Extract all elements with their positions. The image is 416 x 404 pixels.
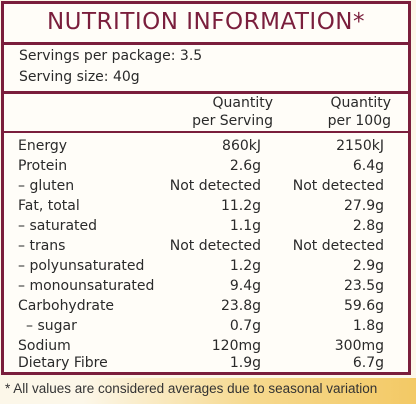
header-per-serving-line2: per Serving	[192, 113, 273, 129]
nutrient-label: – trans	[18, 238, 66, 254]
per-serving-value: 23.8g	[220, 298, 261, 314]
per-serving-value: Not detected	[169, 178, 261, 194]
nutrient-label: – monounsaturated	[18, 278, 155, 294]
table-row: – saturated 1.1g 2.8g	[4, 218, 408, 238]
nutrition-panel: NUTRITION INFORMATION* Servings per pack…	[1, 1, 411, 375]
table-row: Protein 2.6g 6.4g	[4, 158, 408, 178]
per-100g-value: 23.5g	[343, 278, 384, 294]
servings-per-package: Servings per package: 3.5	[19, 48, 203, 64]
header-per-serving-line1: Quantity	[212, 95, 274, 111]
table-row: – polyunsaturated 1.2g 2.9g	[4, 258, 408, 278]
per-100g-value: 2.8g	[352, 218, 384, 234]
nutrient-label: – saturated	[18, 218, 98, 234]
per-100g-value: 59.6g	[343, 298, 384, 314]
per-100g-value: 6.7g	[352, 355, 384, 371]
per-serving-value: 11.2g	[220, 198, 261, 214]
footnote-text: * All values are considered averages due…	[5, 381, 378, 396]
per-serving-value: 9.4g	[229, 278, 261, 294]
footnote-bar: * All values are considered averages due…	[0, 378, 416, 404]
per-serving-value: 1.1g	[229, 218, 261, 234]
per-serving-value: 2.6g	[229, 158, 261, 174]
nutrient-label: – polyunsaturated	[18, 258, 145, 274]
per-serving-value: 1.2g	[229, 258, 261, 274]
table-row: – trans Not detected Not detected	[4, 238, 408, 258]
nutrient-label: Fat, total	[18, 198, 80, 214]
header-per-100g: Quantity per 100g	[328, 94, 391, 130]
table-row: – monounsaturated 9.4g 23.5g	[4, 278, 408, 298]
title-divider	[4, 42, 408, 45]
nutrient-label: Dietary Fibre	[18, 355, 108, 371]
table-row: – gluten Not detected Not detected	[4, 178, 408, 198]
header-per-serving: Quantity per Serving	[192, 94, 273, 130]
per-100g-value: 300mg	[334, 338, 384, 354]
per-serving-value: 120mg	[211, 338, 261, 354]
per-100g-value: 2.9g	[352, 258, 384, 274]
per-serving-value: 0.7g	[229, 318, 261, 334]
table-row: Sodium 120mg 300mg	[4, 338, 408, 358]
nutrient-label: Energy	[18, 138, 68, 154]
nutrient-label: Sodium	[18, 338, 71, 354]
nutrient-label: Carbohydrate	[18, 298, 115, 314]
header-per-100g-line2: per 100g	[327, 113, 391, 129]
table-row: Carbohydrate 23.8g 59.6g	[4, 298, 408, 318]
per-100g-value: 1.8g	[352, 318, 384, 334]
nutrient-label: – gluten	[18, 178, 75, 194]
table-row: Energy 860kJ 2150kJ	[4, 138, 408, 158]
nutrient-label: – sugar	[26, 318, 77, 334]
per-100g-value: 27.9g	[343, 198, 384, 214]
per-serving-value: 1.9g	[229, 355, 261, 371]
panel-title: NUTRITION INFORMATION*	[46, 9, 366, 35]
per-100g-value: 6.4g	[352, 158, 384, 174]
serving-divider	[4, 91, 408, 94]
per-serving-value: 860kJ	[222, 138, 261, 154]
nutrient-label: Protein	[18, 158, 68, 174]
table-row: Dietary Fibre 1.9g 6.7g	[4, 355, 408, 375]
serving-size: Serving size: 40g	[19, 69, 140, 85]
header-per-100g-line1: Quantity	[330, 95, 392, 111]
per-100g-value: Not detected	[292, 178, 384, 194]
header-divider	[4, 131, 408, 133]
per-100g-value: 2150kJ	[336, 138, 384, 154]
per-100g-value: Not detected	[292, 238, 384, 254]
table-row: – sugar 0.7g 1.8g	[4, 318, 408, 338]
table-row: Fat, total 11.2g 27.9g	[4, 198, 408, 218]
per-serving-value: Not detected	[169, 238, 261, 254]
